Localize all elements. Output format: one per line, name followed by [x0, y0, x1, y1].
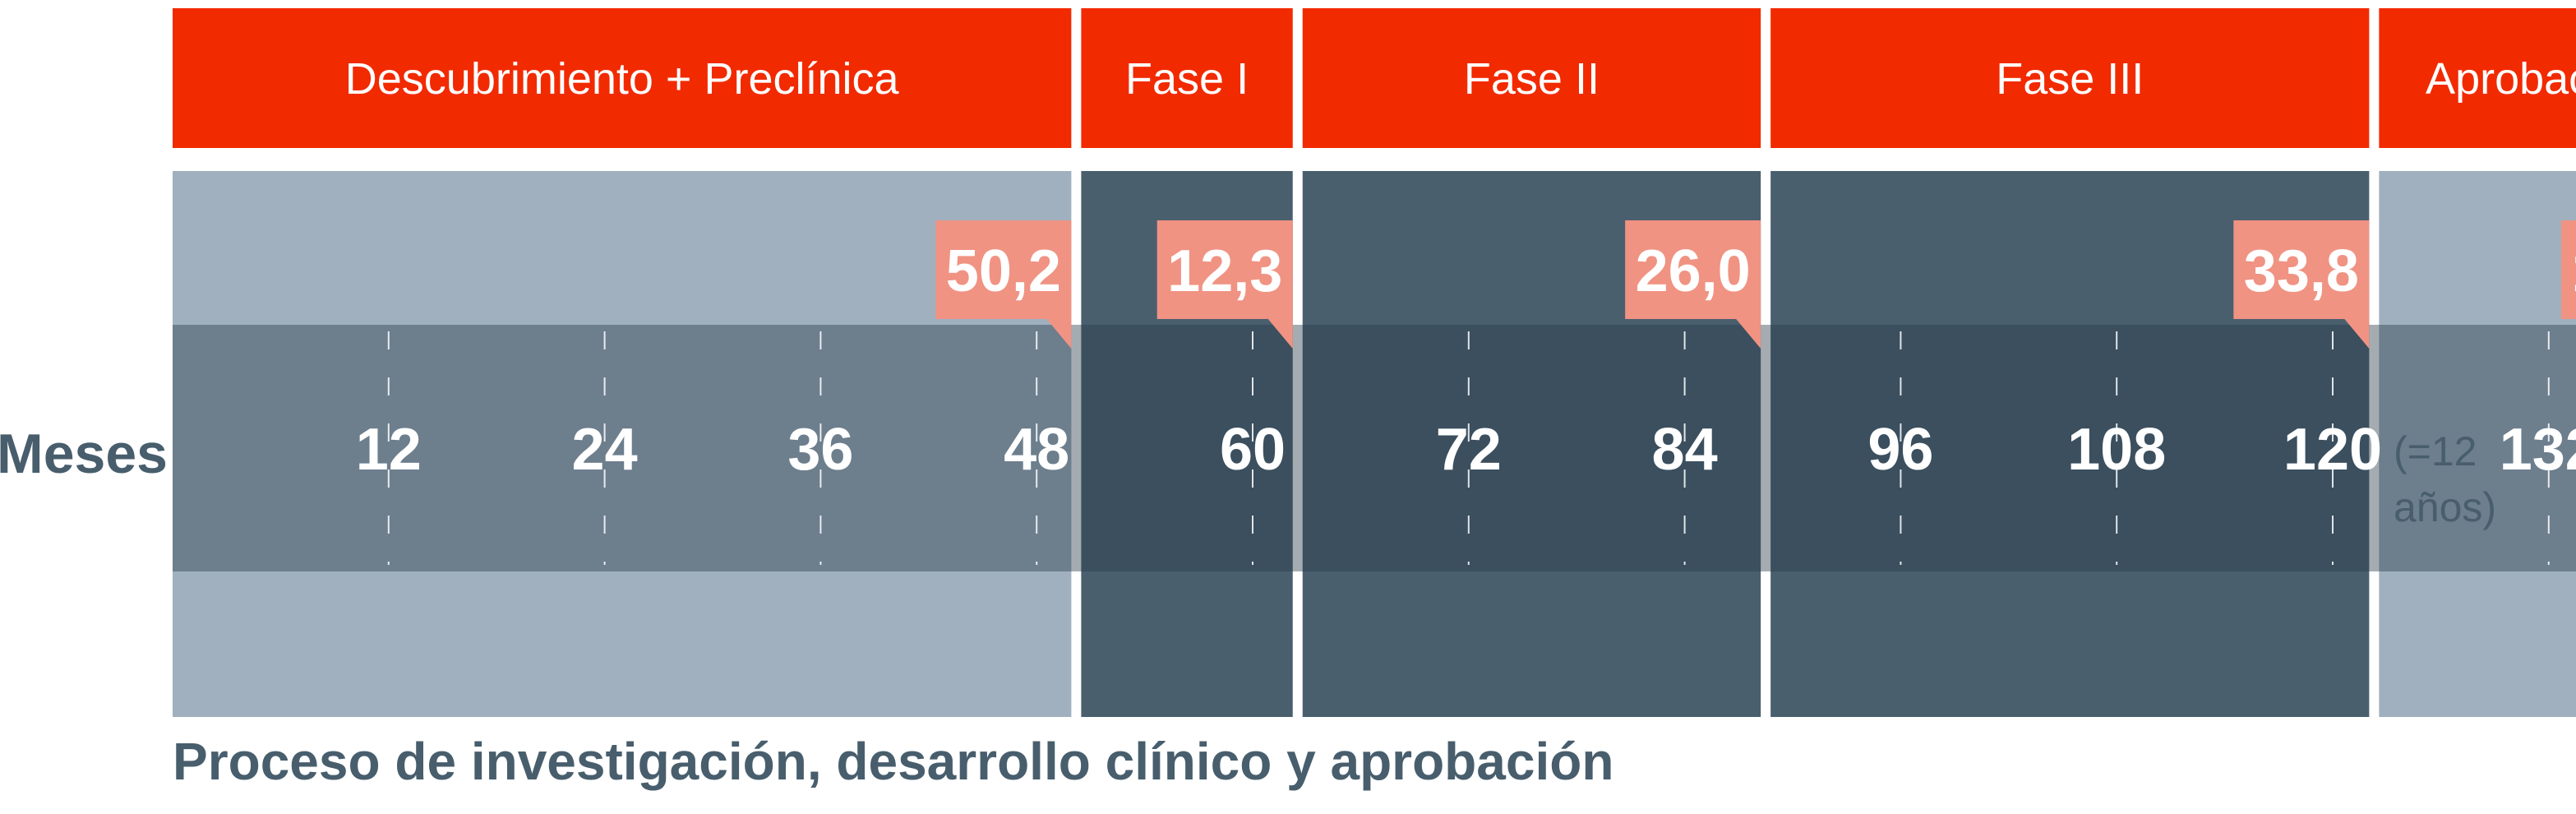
month-tick-label: 96	[1867, 417, 1933, 483]
phase-headers: Descubrimiento + Preclínica Fase I Fase II…	[173, 8, 2576, 148]
duration-label: 26,0	[1636, 238, 1751, 304]
phase-header	[173, 8, 1072, 148]
months-band-rect	[173, 325, 2576, 571]
phase-header	[1770, 8, 2370, 148]
total-years-note-line2: años)	[2394, 484, 2496, 530]
month-tick-label: 132	[2500, 417, 2576, 483]
month-tick-label: 84	[1652, 417, 1718, 483]
duration-label: 50,2	[946, 238, 1061, 304]
axis-label: Meses	[0, 423, 168, 485]
month-tick-label: 120	[2283, 417, 2382, 483]
phase-header	[2379, 8, 2576, 148]
month-tick-label: 72	[1436, 417, 1502, 483]
month-tick-label: 60	[1220, 417, 1286, 483]
phase-header	[1081, 8, 1293, 148]
phase-header-label: Fase I	[1125, 54, 1249, 104]
month-tick-label: 108	[2067, 417, 2166, 483]
duration-label: 33,8	[2244, 238, 2359, 304]
duration-callouts: 50,212,326,033,818,2141	[935, 220, 2576, 349]
month-tick-label: 48	[1004, 417, 1069, 483]
months-band	[173, 325, 2576, 571]
chart-caption: Proceso de investigación, desarrollo clí…	[173, 732, 1613, 791]
duration-callout	[935, 220, 1072, 349]
duration-callout	[2233, 220, 2370, 349]
duration-callout	[1156, 220, 1293, 349]
duration-callout	[1625, 220, 1761, 349]
month-tick-label: 24	[572, 417, 638, 483]
month-tick-label: 36	[787, 417, 853, 483]
phase-header-label: Fase III	[1996, 54, 2144, 104]
phase-panel	[2379, 171, 2576, 717]
phase-header-label: Fase II	[1464, 54, 1600, 104]
phase-panel	[173, 171, 1072, 717]
phase-header-label: Aprobación	[2426, 54, 2576, 104]
total-years-note-line1: (=12	[2394, 428, 2477, 474]
duration-label: 18,2	[2571, 238, 2576, 304]
phase-header	[1302, 8, 1761, 148]
duration-label: 12,3	[1167, 238, 1282, 304]
phase-header-label: Descubrimiento + Preclínica	[345, 54, 900, 104]
duration-callout	[2560, 220, 2576, 319]
month-ticks: 12 24 36 48 60 72 84 96 108 120 132	[356, 331, 2576, 565]
month-tick-label: 12	[356, 417, 422, 483]
